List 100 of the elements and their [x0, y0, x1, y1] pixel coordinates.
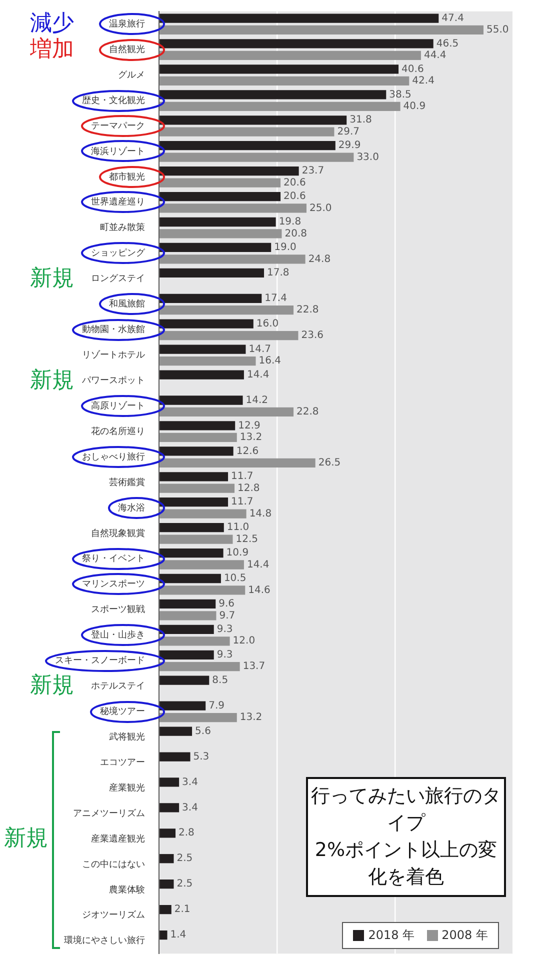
- y-tick-label: 農業体験: [109, 884, 145, 896]
- data-label: 42.4: [412, 76, 434, 87]
- data-label: 12.5: [236, 534, 258, 545]
- bar: [160, 446, 234, 456]
- data-label: 14.6: [248, 584, 270, 596]
- data-label: 10.5: [224, 573, 246, 584]
- bar: [160, 712, 237, 722]
- bar: [160, 192, 281, 202]
- bar: [160, 25, 484, 35]
- y-tick-label: スポーツ観戦: [91, 604, 145, 616]
- y-tick-label: スキー・スノーボード: [55, 655, 145, 666]
- bar: [160, 472, 228, 482]
- bar: [160, 523, 224, 532]
- text: 減少: [30, 10, 74, 37]
- data-label: 2.5: [176, 853, 193, 864]
- data-label: 12.6: [236, 446, 259, 457]
- data-label: 9.6: [218, 598, 235, 610]
- data-label: 22.8: [296, 304, 319, 316]
- data-label: 11.0: [226, 522, 250, 534]
- bar: [160, 803, 180, 812]
- data-label: 26.5: [318, 457, 341, 468]
- data-label: 11.7: [231, 496, 254, 508]
- data-label: 29.9: [338, 140, 361, 152]
- y-tick-label: 海水浴: [118, 502, 145, 514]
- bar: [160, 229, 282, 238]
- y-tick-label: ショッピング: [91, 248, 146, 259]
- bar: [160, 611, 216, 620]
- y-tick-label: 祭り・イベント: [82, 553, 145, 564]
- data-label: 10.9: [226, 548, 249, 559]
- text: 新規: [30, 264, 74, 293]
- bar: [160, 127, 334, 136]
- data-label: 2.5: [176, 878, 193, 890]
- data-label: 5.3: [193, 751, 210, 762]
- bar: [160, 76, 410, 86]
- data-label: 19.0: [274, 242, 296, 254]
- bar: [160, 356, 256, 366]
- data-label: 9.7: [219, 610, 236, 622]
- bar: [160, 306, 294, 315]
- data-label: 7.9: [208, 700, 225, 712]
- data-label: 14.4: [246, 369, 270, 380]
- y-tick-label: 世界遺産巡り: [91, 196, 145, 208]
- text: 増加: [30, 36, 74, 64]
- bar: [160, 458, 316, 468]
- y-tick-label: 花の名所巡り: [91, 426, 145, 437]
- bar: [160, 421, 236, 430]
- y-tick-label: 歴史・文化観光: [82, 94, 145, 106]
- bar: [160, 116, 347, 125]
- data-label: 9.3: [216, 624, 233, 636]
- data-label: 29.7: [337, 126, 360, 138]
- bar: [160, 548, 224, 558]
- y-tick-label: 武将観光: [109, 731, 145, 742]
- bar: [160, 294, 262, 303]
- bar: [160, 701, 206, 710]
- data-label: 14.4: [246, 559, 270, 570]
- data-label: 3.4: [182, 802, 198, 814]
- bar: [160, 534, 233, 544]
- bar: [160, 560, 244, 570]
- y-tick-label: リゾートホテル: [82, 350, 145, 361]
- data-label: 12.0: [232, 636, 256, 647]
- bar: [160, 880, 174, 889]
- data-label: 55.0: [486, 24, 509, 36]
- bar: [160, 344, 246, 354]
- bar: [160, 178, 281, 188]
- legend-label: 2018 年: [368, 926, 415, 944]
- data-label: 20.8: [284, 228, 307, 240]
- bar: [160, 752, 190, 762]
- bar: [160, 152, 354, 162]
- data-label: 14.2: [246, 394, 268, 406]
- y-tick-label: 海浜リゾート: [91, 146, 145, 157]
- bar: [160, 484, 235, 493]
- y-tick-label: ロングステイ: [91, 273, 145, 284]
- legend-label: 2008 年: [442, 926, 488, 944]
- data-label: 9.3: [216, 649, 233, 660]
- bar: [160, 204, 306, 213]
- y-tick-label: 環境にやさしい旅行: [64, 935, 145, 946]
- data-label: 13.2: [240, 712, 262, 724]
- y-tick-label: パワースポット: [81, 376, 145, 386]
- bar: [160, 726, 192, 736]
- y-tick-label: 産業遺産観光: [91, 833, 145, 844]
- data-label: 25.0: [310, 202, 332, 214]
- bar: [160, 141, 336, 150]
- bar: [160, 331, 298, 340]
- data-label: 17.4: [264, 292, 287, 304]
- data-label: 31.8: [350, 114, 372, 126]
- y-tick-label: 温泉旅行: [109, 18, 145, 30]
- y-tick-label: グルメ: [118, 69, 145, 80]
- bar: [160, 370, 244, 380]
- data-label: 1.4: [170, 930, 186, 941]
- y-tick-label: 町並み散策: [100, 222, 145, 234]
- bar: [160, 217, 276, 227]
- y-tick-label: 産業観光: [109, 782, 145, 794]
- data-label: 22.8: [296, 406, 319, 418]
- bar: [160, 624, 214, 634]
- data-label: 8.5: [212, 674, 228, 686]
- text: 2%ポイント以上の変化を着色: [314, 838, 498, 890]
- bar: [160, 650, 214, 660]
- bar: [160, 828, 176, 838]
- data-label: 2.8: [178, 828, 194, 839]
- bar: [160, 599, 216, 609]
- data-label: 23.7: [302, 166, 324, 177]
